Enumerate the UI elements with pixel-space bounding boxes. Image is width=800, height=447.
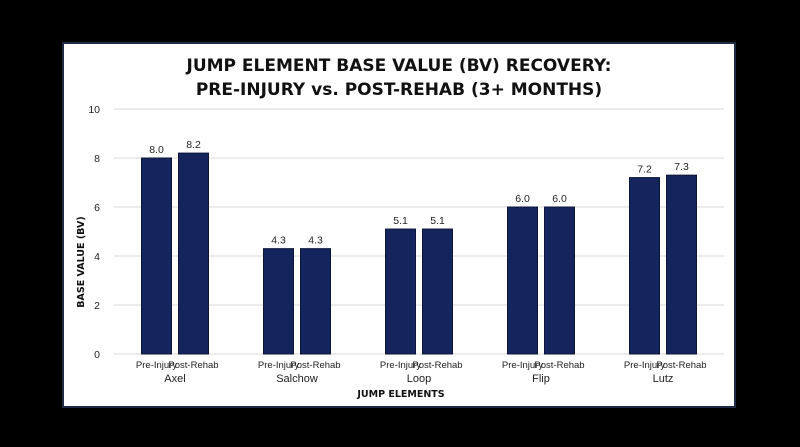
series-label: Pre-Injury <box>624 360 665 371</box>
series-label: Post-Rehab <box>290 360 340 371</box>
data-label: 7.2 <box>637 164 652 176</box>
y-tick-label: 6 <box>94 202 100 214</box>
bar-loop-post-rehab <box>422 228 453 355</box>
data-label: 8.0 <box>149 144 164 156</box>
chart-frame: JUMP ELEMENT BASE VALUE (BV) RECOVERY: P… <box>62 42 736 408</box>
series-label: Post-Rehab <box>412 360 462 371</box>
category-label: Lutz <box>653 373 674 385</box>
category-label: Flip <box>532 373 550 385</box>
bars <box>141 152 697 355</box>
data-label: 7.3 <box>674 161 689 173</box>
category-label: Axel <box>164 373 185 385</box>
y-tick-label: 0 <box>94 349 100 361</box>
gridlines <box>114 108 724 355</box>
bar-axel-pre-injury <box>141 157 172 355</box>
series-label: Pre-Injury <box>380 360 421 371</box>
bar-axel-post-rehab <box>178 152 209 355</box>
series-label: Pre-Injury <box>502 360 543 371</box>
data-label: 6.0 <box>515 193 530 205</box>
bar-lutz-post-rehab <box>666 174 697 355</box>
y-tick-label: 8 <box>94 153 100 165</box>
y-axis-ticks: 0 2 4 6 8 10 <box>88 104 100 361</box>
bar-chart: JUMP ELEMENT BASE VALUE (BV) RECOVERY: P… <box>76 56 724 400</box>
data-label: 5.1 <box>393 215 408 227</box>
y-axis-title: BASE VALUE (BV) <box>76 216 87 307</box>
chart-title-line-1: JUMP ELEMENT BASE VALUE (BV) RECOVERY: <box>186 56 612 76</box>
bar-lutz-pre-injury <box>629 177 660 355</box>
data-label: 4.3 <box>271 235 286 247</box>
y-tick-label: 2 <box>94 300 100 312</box>
x-axis-title: JUMP ELEMENTS <box>356 389 444 400</box>
bar-loop-pre-injury <box>385 228 416 355</box>
labels: 8.0 Pre-Injury 8.2 Post-Rehab Axel 4.3 Pre-Inj… <box>136 139 707 385</box>
data-label: 6.0 <box>552 193 567 205</box>
data-label: 5.1 <box>430 215 445 227</box>
category-label: Salchow <box>276 373 318 385</box>
bar-salchow-post-rehab <box>300 248 331 355</box>
bar-flip-pre-injury <box>507 206 538 355</box>
series-label: Pre-Injury <box>136 360 177 371</box>
series-label: Post-Rehab <box>534 360 584 371</box>
data-label: 4.3 <box>308 235 323 247</box>
bar-flip-post-rehab <box>544 206 575 355</box>
series-label: Pre-Injury <box>258 360 299 371</box>
bar-salchow-pre-injury <box>263 248 294 355</box>
series-label: Post-Rehab <box>656 360 706 371</box>
y-tick-label: 4 <box>94 251 100 263</box>
series-label: Post-Rehab <box>168 360 218 371</box>
chart-title-line-2: PRE-INJURY vs. POST-REHAB (3+ MONTHS) <box>196 80 602 100</box>
y-tick-label: 10 <box>88 104 100 116</box>
data-label: 8.2 <box>186 139 201 151</box>
category-label: Loop <box>407 373 431 385</box>
